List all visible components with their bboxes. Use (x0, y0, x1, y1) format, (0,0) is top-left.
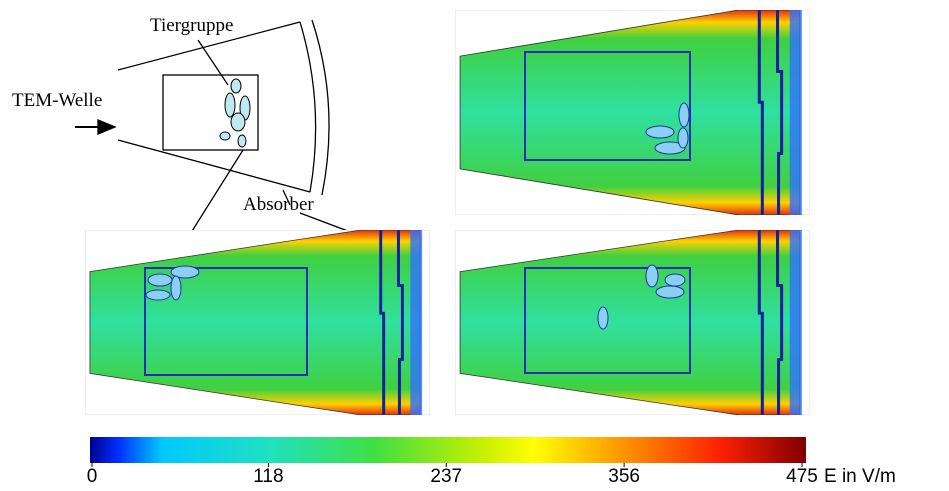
colorbar-label: E in V/m (824, 466, 896, 487)
animal-icons (219, 78, 251, 148)
colorbar-tick-label: 237 (430, 466, 462, 487)
field-plot (455, 10, 810, 215)
colorbar-tick-label: 0 (87, 466, 98, 487)
colorbar-tick-label: 356 (608, 466, 640, 487)
colorbar-tick-label: 118 (253, 466, 283, 487)
field-plot (85, 230, 430, 415)
wave-label: TEM-Welle (12, 90, 102, 111)
colorbar (90, 437, 806, 463)
animal-group-label: Tiergruppe (150, 15, 233, 36)
absorber-label: Absorber (243, 194, 314, 215)
field-plot (455, 230, 810, 415)
colorbar-tick-label: 475 (786, 466, 818, 487)
